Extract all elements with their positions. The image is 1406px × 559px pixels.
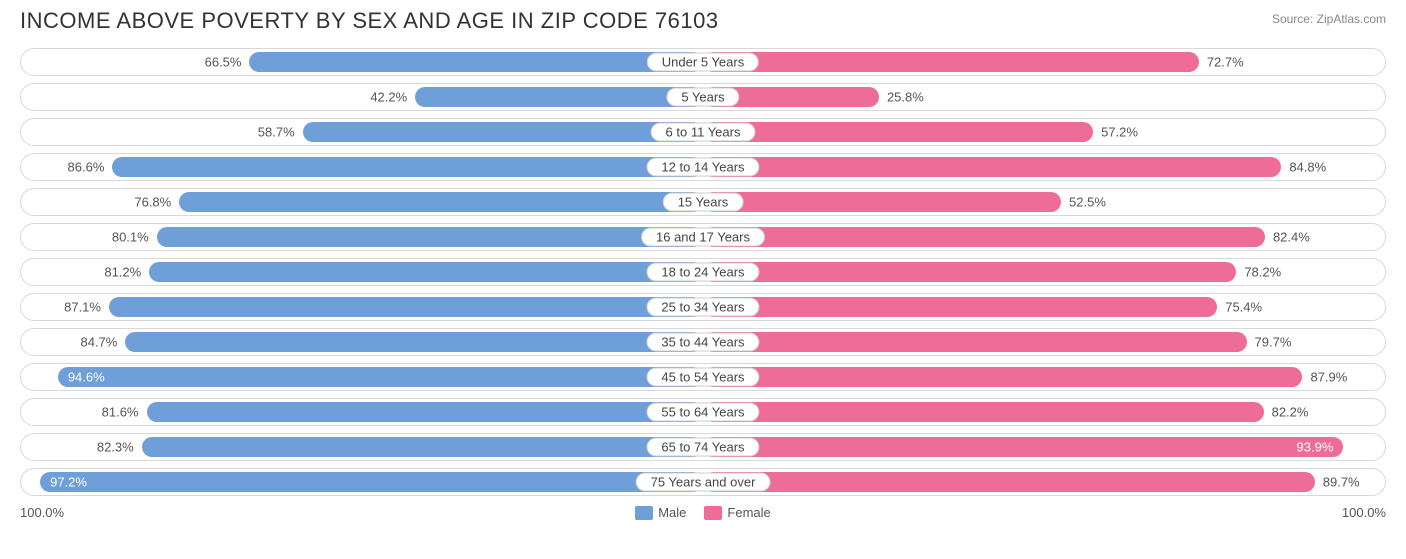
legend-male-label: Male	[658, 505, 686, 520]
female-bar	[703, 367, 1302, 387]
age-label: 12 to 14 Years	[646, 158, 759, 177]
female-value: 52.5%	[1061, 195, 1106, 210]
male-value: 82.3%	[97, 440, 142, 455]
table-row: 58.7% 57.2% 6 to 11 Years	[20, 118, 1386, 146]
female-value: 25.8%	[879, 90, 924, 105]
table-row: 86.6% 84.8% 12 to 14 Years	[20, 153, 1386, 181]
female-value: 72.7%	[1199, 55, 1244, 70]
table-row: 76.8% 52.5% 15 Years	[20, 188, 1386, 216]
female-value: 87.9%	[1302, 370, 1347, 385]
female-value: 57.2%	[1093, 125, 1138, 140]
age-label: 16 and 17 Years	[641, 228, 765, 247]
table-row: 42.2% 25.8% 5 Years	[20, 83, 1386, 111]
table-row: 82.3% 93.9% 65 to 74 Years	[20, 433, 1386, 461]
male-value: 80.1%	[112, 230, 157, 245]
male-swatch-icon	[635, 506, 653, 520]
table-row: 80.1% 82.4% 16 and 17 Years	[20, 223, 1386, 251]
legend-female-label: Female	[727, 505, 770, 520]
female-value: 78.2%	[1236, 265, 1281, 280]
female-bar	[703, 297, 1217, 317]
table-row: 84.7% 79.7% 35 to 44 Years	[20, 328, 1386, 356]
female-bar	[703, 227, 1265, 247]
male-value: 86.6%	[68, 160, 113, 175]
age-label: 6 to 11 Years	[651, 123, 756, 142]
male-bar	[249, 52, 703, 72]
age-label: 15 Years	[663, 193, 744, 212]
male-bar	[303, 122, 703, 142]
male-bar	[147, 402, 704, 422]
legend: Male Female	[635, 505, 771, 520]
chart-area: 66.5% 72.7% Under 5 Years 42.2% 25.8% 5 Years…	[0, 40, 1406, 496]
chart-header: INCOME ABOVE POVERTY BY SEX AND AGE IN Z…	[0, 0, 1406, 40]
female-value: 82.2%	[1264, 405, 1309, 420]
female-value: 75.4%	[1217, 300, 1262, 315]
axis-left-label: 100.0%	[20, 505, 64, 520]
male-value: 76.8%	[134, 195, 179, 210]
legend-male: Male	[635, 505, 686, 520]
age-label: 45 to 54 Years	[646, 368, 759, 387]
age-label: 55 to 64 Years	[646, 403, 759, 422]
male-bar	[109, 297, 703, 317]
male-bar	[125, 332, 703, 352]
male-value: 87.1%	[64, 300, 109, 315]
female-bar	[703, 402, 1264, 422]
table-row: 94.6% 87.9% 45 to 54 Years	[20, 363, 1386, 391]
male-bar	[112, 157, 703, 177]
age-label: Under 5 Years	[647, 53, 759, 72]
female-bar	[703, 157, 1281, 177]
male-bar	[179, 192, 703, 212]
male-bar	[142, 437, 703, 457]
male-value: 81.6%	[102, 405, 147, 420]
female-bar	[703, 472, 1315, 492]
male-value: 97.2%	[40, 475, 87, 490]
chart-source: Source: ZipAtlas.com	[1272, 8, 1386, 26]
male-bar	[40, 472, 703, 492]
age-label: 75 Years and over	[636, 473, 771, 492]
female-value: 82.4%	[1265, 230, 1310, 245]
male-value: 42.2%	[370, 90, 415, 105]
legend-female: Female	[704, 505, 770, 520]
male-bar	[157, 227, 703, 247]
male-value: 84.7%	[80, 335, 125, 350]
age-label: 35 to 44 Years	[646, 333, 759, 352]
female-swatch-icon	[704, 506, 722, 520]
table-row: 87.1% 75.4% 25 to 34 Years	[20, 293, 1386, 321]
female-value: 93.9%	[1297, 440, 1344, 455]
male-value: 58.7%	[258, 125, 303, 140]
axis-row: 100.0% Male Female 100.0%	[0, 503, 1406, 520]
male-bar	[415, 87, 703, 107]
age-label: 5 Years	[666, 88, 739, 107]
male-value: 66.5%	[205, 55, 250, 70]
table-row: 97.2% 89.7% 75 Years and over	[20, 468, 1386, 496]
age-label: 25 to 34 Years	[646, 298, 759, 317]
axis-right-label: 100.0%	[1342, 505, 1386, 520]
female-bar	[703, 52, 1199, 72]
male-value: 94.6%	[58, 370, 105, 385]
female-bar	[703, 262, 1236, 282]
table-row: 66.5% 72.7% Under 5 Years	[20, 48, 1386, 76]
male-value: 81.2%	[104, 265, 149, 280]
female-bar	[703, 332, 1247, 352]
female-bar	[703, 122, 1093, 142]
male-bar	[149, 262, 703, 282]
female-value: 84.8%	[1281, 160, 1326, 175]
female-value: 79.7%	[1247, 335, 1292, 350]
table-row: 81.6% 82.2% 55 to 64 Years	[20, 398, 1386, 426]
table-row: 81.2% 78.2% 18 to 24 Years	[20, 258, 1386, 286]
female-bar	[703, 437, 1343, 457]
age-label: 18 to 24 Years	[646, 263, 759, 282]
chart-title: INCOME ABOVE POVERTY BY SEX AND AGE IN Z…	[20, 8, 719, 34]
age-label: 65 to 74 Years	[646, 438, 759, 457]
female-bar	[703, 192, 1061, 212]
female-value: 89.7%	[1315, 475, 1360, 490]
male-bar	[58, 367, 703, 387]
